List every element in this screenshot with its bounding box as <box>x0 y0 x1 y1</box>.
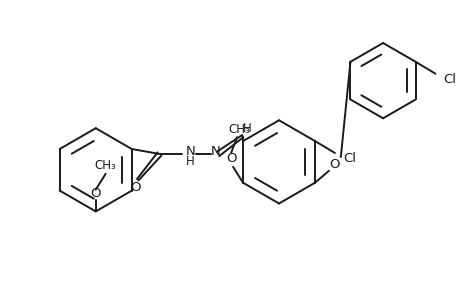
Text: Cl: Cl <box>342 152 355 165</box>
Text: Cl: Cl <box>442 73 455 86</box>
Text: H: H <box>185 155 194 168</box>
Text: N: N <box>211 146 220 158</box>
Text: O: O <box>329 158 339 171</box>
Text: H: H <box>243 122 252 135</box>
Text: CH₃: CH₃ <box>228 123 249 136</box>
Text: O: O <box>225 152 236 165</box>
Text: O: O <box>130 181 141 194</box>
Text: CH₃: CH₃ <box>95 159 116 172</box>
Text: N: N <box>185 146 195 158</box>
Text: O: O <box>90 187 101 200</box>
